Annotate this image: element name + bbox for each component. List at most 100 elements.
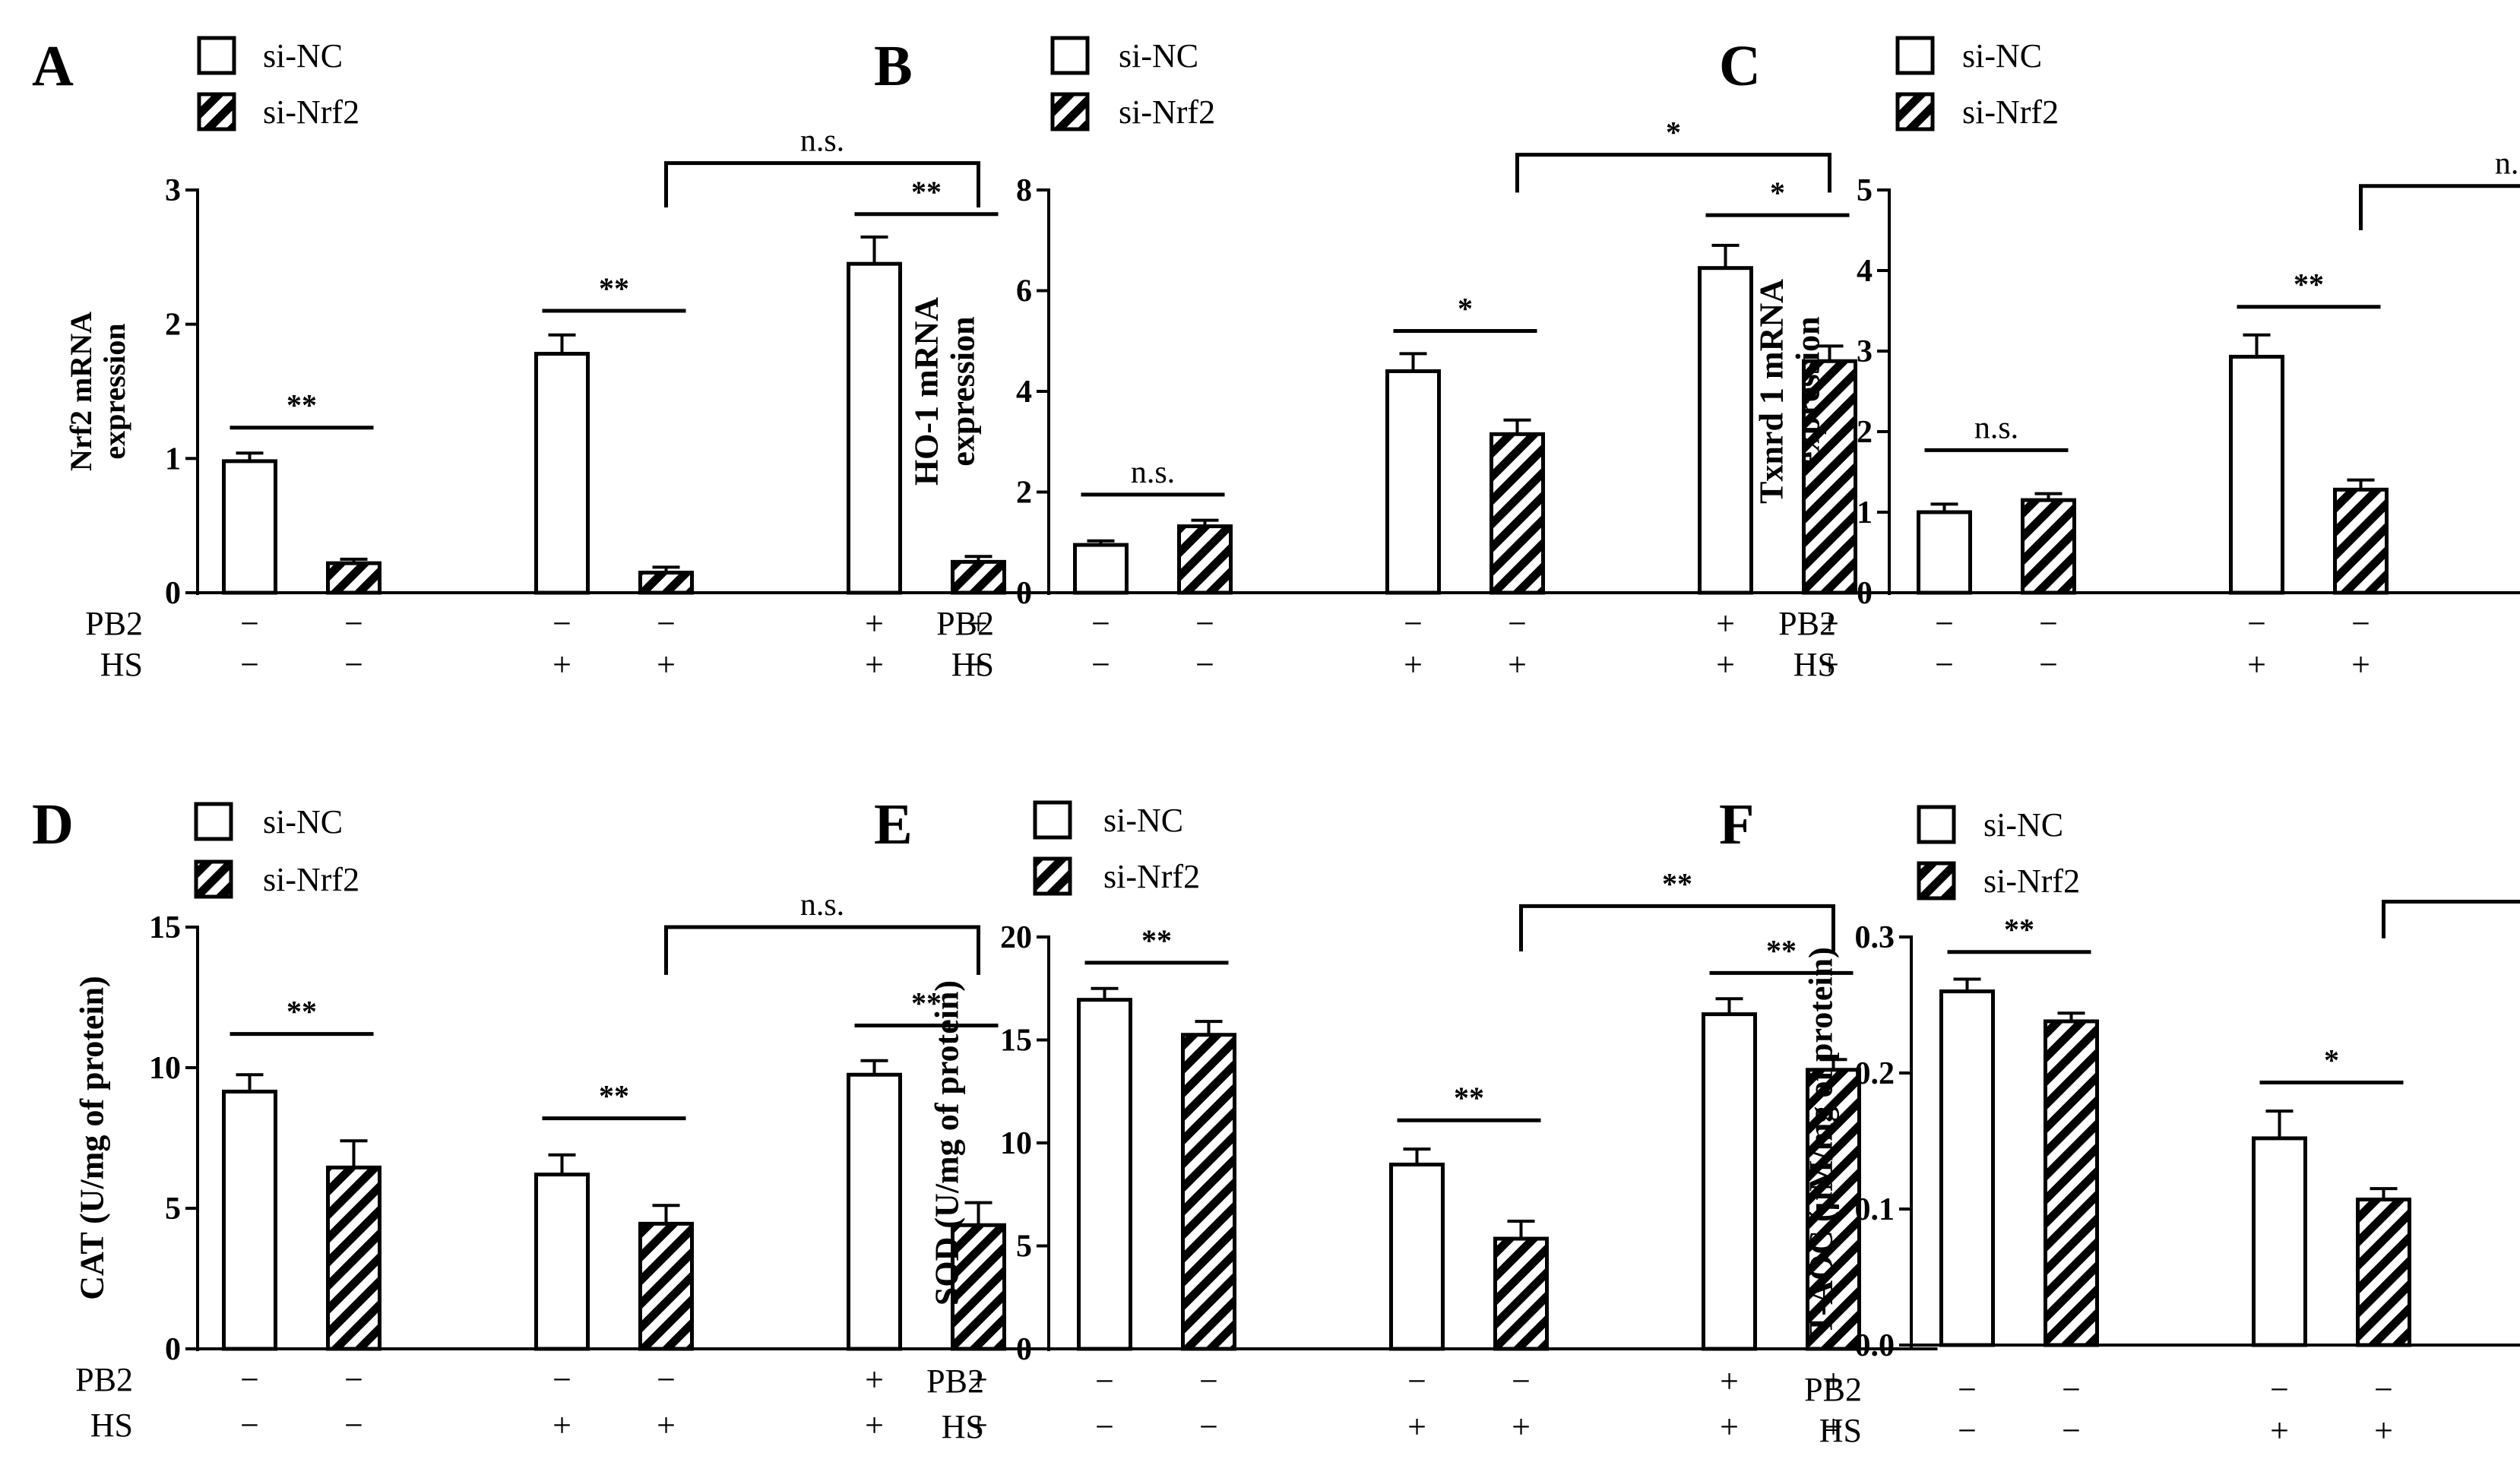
panel-a: A si-NC si-Nrf2 (32, 34, 359, 131)
bar-si-nrf2 (1181, 1033, 1236, 1351)
treatment-label-pb2: PB2 (926, 1363, 984, 1400)
y-tick-label: 0 (165, 576, 181, 611)
y-tick-label: 0 (1016, 576, 1032, 611)
significance-label: n.s. (1131, 455, 1175, 490)
bar-si-nrf2 (2356, 1197, 2411, 1347)
legend-swatch-si-nc (1050, 36, 1090, 75)
legend-label-si-nrf2: si-Nrf2 (1983, 863, 2080, 900)
treatment-sign: − (2270, 1371, 2289, 1408)
treatment-sign: − (1935, 605, 1954, 642)
legend-label-si-nc: si-NC (1962, 37, 2042, 74)
significance-label: * (1458, 292, 1473, 326)
treatment-label-pb2: PB2 (75, 1361, 133, 1398)
treatment-sign: − (1199, 1363, 1218, 1400)
legend-label-si-nrf2: si-Nrf2 (1103, 858, 1200, 895)
significance-label: ** (1766, 933, 1797, 967)
y-tick-label: 0.1 (1855, 1192, 1895, 1227)
y-axis-label-group: Txnrd 1 mRNA expression (1752, 279, 1826, 504)
treatment-sign: + (1407, 1408, 1426, 1445)
y-tick-label: 0.2 (1855, 1056, 1895, 1091)
y-axis-label: T-AOC (µM/mg of protein) (1802, 947, 1839, 1335)
treatment-label-hs: HS (951, 646, 994, 683)
y-tick-label: 3 (1857, 334, 1873, 369)
treatment-sign: − (1935, 646, 1954, 683)
treatment-sign: − (240, 646, 259, 683)
bar-si-nrf2 (326, 1165, 381, 1351)
treatment-sign: + (1820, 646, 1839, 683)
treatment-sign: + (2374, 1412, 2393, 1449)
treatment-sign: + (865, 605, 884, 642)
significance-bracket (1515, 153, 1831, 193)
bar-si-nc (1073, 543, 1129, 595)
treatment-sign: + (969, 605, 988, 642)
significance-label: n.s. (800, 888, 844, 923)
legend-swatch-si-nrf2 (1917, 861, 1956, 901)
treatment-label-hs: HS (1793, 646, 1836, 683)
bar-si-nrf2 (1806, 1068, 1861, 1351)
significance-label: ** (287, 995, 317, 1029)
treatment-sign: − (2247, 605, 2266, 642)
y-tick-label: 4 (1016, 375, 1032, 410)
bar-si-nrf2 (1802, 359, 1857, 595)
panel-letter-c: C (1719, 34, 1761, 98)
bar-si-nrf2 (326, 561, 381, 595)
treatment-sign: + (552, 646, 571, 683)
legend-label-si-nc: si-NC (1119, 37, 1198, 74)
y-axis-label-group: SOD (U/mg of protein) (928, 980, 965, 1306)
significance-label: ** (599, 1079, 629, 1113)
y-tick-label: 5 (165, 1192, 181, 1227)
bar-si-nrf2 (2333, 487, 2389, 595)
panel-c: C si-NC si-Nrf2 (1719, 34, 2059, 131)
treatment-sign: + (2351, 646, 2370, 683)
bar-si-nrf2 (1490, 432, 1545, 595)
treatment-sign: + (1720, 1363, 1739, 1400)
legend-label-si-nrf2: si-Nrf2 (1119, 93, 1215, 131)
treatment-sign: − (344, 605, 363, 642)
bar-si-nc (1702, 1012, 1757, 1351)
bar-si-nc (534, 352, 590, 595)
y-axis-label-group: HO-1 mRNA expression (907, 297, 981, 486)
significance-label: n.s. (1974, 410, 2018, 445)
legend-swatch-si-nrf2 (1895, 92, 1935, 131)
bar-si-nrf2 (638, 1221, 694, 1351)
significance-label: ** (911, 986, 942, 1021)
y-tick-label: 1 (165, 442, 181, 476)
y-tick-label: 5 (1857, 173, 1873, 208)
treatment-sign: + (552, 1407, 571, 1444)
treatment-sign: + (1820, 605, 1839, 642)
treatment-label-hs: HS (100, 646, 143, 683)
treatment-label-pb2: PB2 (936, 605, 994, 642)
treatment-sign: − (240, 605, 259, 642)
treatment-sign: + (1508, 646, 1527, 683)
panel-f: F si-NC si-Nrf2 (1719, 793, 2080, 901)
treatment-sign: − (1195, 605, 1214, 642)
treatment-sign: + (865, 646, 884, 683)
bar-si-nrf2 (1493, 1236, 1549, 1351)
treatment-sign: − (1095, 1363, 1114, 1400)
treatment-label-hs: HS (942, 1408, 984, 1445)
treatment-sign: − (2062, 1412, 2081, 1449)
y-tick-label: 10 (149, 1051, 181, 1086)
y-tick-label: 2 (165, 308, 181, 343)
panel-d: D si-NC si-Nrf2 (32, 793, 359, 899)
bar-si-nc (1385, 369, 1441, 595)
bar-si-nrf2 (2021, 498, 2076, 595)
treatment-sign: + (1720, 1408, 1739, 1445)
treatment-sign: − (1958, 1371, 1977, 1408)
treatment-sign: + (865, 1361, 884, 1398)
panel-e: E si-NC si-Nrf2 (874, 793, 1200, 896)
legend-swatch-si-nrf2 (194, 859, 233, 899)
treatment-label-pb2: PB2 (1778, 605, 1836, 642)
y-axis-label: expression (1789, 316, 1826, 466)
treatment-sign: − (344, 1407, 363, 1444)
treatment-sign: − (1508, 605, 1527, 642)
chart-cat-activity: 0 5 10 15 CAT (U/mg of protein) ** ** ** n.s. PB2… (73, 888, 1083, 1444)
y-tick-label: 2 (1857, 415, 1873, 450)
y-axis-label: Nrf2 mRNA (64, 312, 98, 471)
legend-swatch-si-nc (194, 802, 233, 841)
panel-letter-e: E (874, 793, 913, 856)
treatment-sign: − (2062, 1371, 2081, 1408)
bar-si-nc (1917, 510, 1972, 595)
